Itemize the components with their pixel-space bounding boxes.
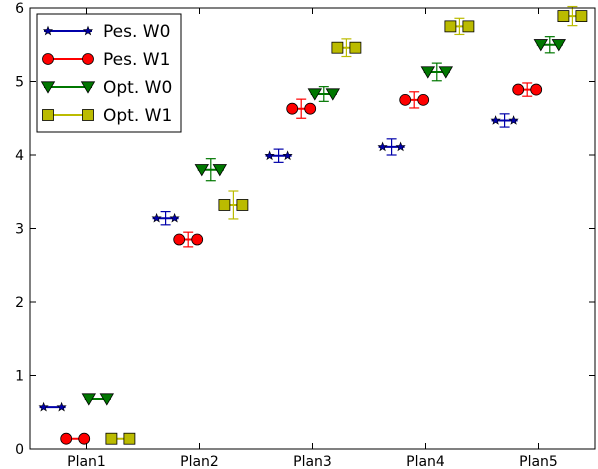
y-tick-label: 3 <box>15 222 24 238</box>
y-tick-label: 5 <box>15 75 24 91</box>
series-3 <box>105 5 588 445</box>
legend-box <box>36 13 182 133</box>
data-point-marker <box>490 115 501 125</box>
data-point-marker <box>462 20 475 33</box>
legend-label: Opt. W1 <box>103 106 172 126</box>
x-tick-label: Plan4 <box>406 454 445 469</box>
legend-marker <box>82 109 94 121</box>
data-point-marker <box>530 83 543 96</box>
data-point-marker <box>557 10 570 22</box>
y-tick-label: 0 <box>15 442 24 458</box>
data-point-marker <box>420 66 435 79</box>
data-point-marker <box>325 88 340 101</box>
data-point-marker <box>212 164 227 177</box>
data-point-marker <box>60 432 73 445</box>
legend-marker <box>42 53 54 65</box>
data-point-marker <box>236 199 249 211</box>
series-1 <box>60 82 543 445</box>
data-point-marker <box>264 150 275 161</box>
y-tick-label: 2 <box>15 295 24 311</box>
legend-marker <box>40 81 56 94</box>
x-tick-label: Plan2 <box>180 454 219 469</box>
data-point-marker <box>444 20 457 33</box>
data-point-marker <box>331 41 344 54</box>
data-marks <box>38 5 588 445</box>
data-point-marker <box>533 39 548 52</box>
data-point-marker <box>173 233 186 246</box>
legend-label: Pes. W0 <box>103 22 170 42</box>
data-point-marker <box>282 150 293 161</box>
data-point-marker <box>105 432 118 445</box>
data-point-marker <box>38 401 49 412</box>
data-point-marker <box>438 66 453 79</box>
data-point-marker <box>123 432 136 445</box>
x-tick-label: Plan5 <box>519 454 558 469</box>
x-tick-label: Plan3 <box>293 454 332 469</box>
x-tick-label: Plan1 <box>67 454 106 469</box>
data-point-marker <box>169 212 180 223</box>
data-point-marker <box>99 393 114 406</box>
data-point-marker <box>286 102 299 115</box>
legend: Pes. W0 Pes. W1 Opt. W0 Opt. W1 <box>36 13 182 133</box>
data-point-marker <box>194 164 209 177</box>
y-tick-label: 4 <box>15 148 24 164</box>
data-point-marker <box>395 141 406 152</box>
data-point-marker <box>551 39 566 52</box>
axes: 0 1 2 3 4 5 6 Plan1 Plan2 Plan3 Plan4 Plan5 <box>15 1 595 469</box>
data-point-marker <box>78 432 91 445</box>
legend-label: Opt. W0 <box>103 78 172 98</box>
legend-marker <box>82 53 94 65</box>
data-point-marker <box>81 393 96 406</box>
legend-marker <box>82 25 94 36</box>
series-2 <box>81 36 566 406</box>
data-point-marker <box>191 233 204 246</box>
data-point-marker <box>304 102 317 115</box>
data-point-marker <box>575 10 588 22</box>
legend-marker <box>42 109 54 121</box>
data-point-marker <box>307 88 322 101</box>
y-tick-label: 1 <box>15 369 24 385</box>
data-point-marker <box>508 115 519 125</box>
data-point-marker <box>218 199 231 211</box>
legend-marker <box>42 25 54 36</box>
data-point-marker <box>349 41 362 54</box>
data-point-marker <box>56 401 67 412</box>
data-point-marker <box>377 141 388 152</box>
data-point-marker <box>417 93 430 106</box>
data-point-marker <box>512 83 525 96</box>
data-point-marker <box>399 93 412 106</box>
data-point-marker <box>151 212 162 223</box>
y-tick-label: 6 <box>15 1 24 17</box>
series-0 <box>38 113 519 412</box>
legend-marker <box>80 81 96 94</box>
legend-label: Pes. W1 <box>103 50 170 70</box>
